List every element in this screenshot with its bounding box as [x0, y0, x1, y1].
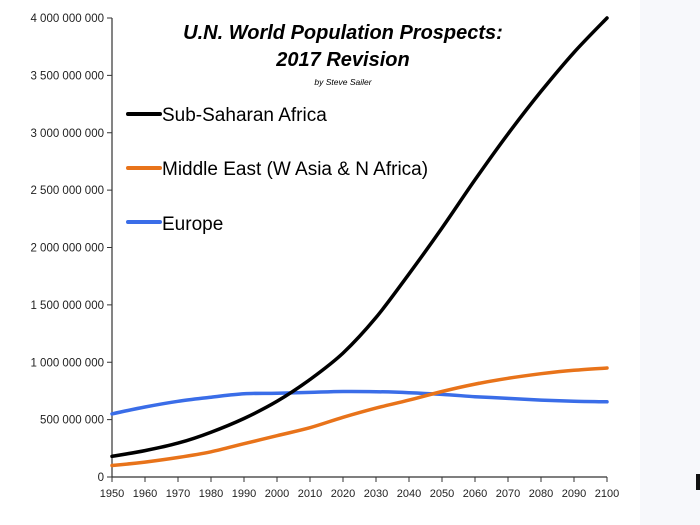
x-tick-label: 1990: [232, 488, 256, 500]
chart-title-line1: U.N. World Population Prospects:: [183, 22, 503, 44]
x-tick-label: 2030: [364, 488, 388, 500]
x-tick-label: 2040: [397, 488, 421, 500]
y-tick-label: 4 000 000 000: [30, 13, 104, 25]
x-tick-label: 1950: [100, 488, 124, 500]
chart-subtitle: by Steve Sailer: [314, 77, 372, 87]
edge-marker: [696, 474, 700, 490]
y-tick-label: 500 000 000: [40, 415, 104, 427]
y-tick-label: 0: [98, 472, 104, 484]
x-tick-label: 2100: [595, 488, 619, 500]
series-line-middle-east: [110, 366, 609, 468]
x-tick-label: 2060: [463, 488, 487, 500]
series-line-europe: [110, 389, 609, 416]
x-tick-label: 2080: [529, 488, 553, 500]
y-tick-label: 2 000 000 000: [30, 243, 104, 255]
legend-label-middle-east: Middle East (W Asia & N Africa): [162, 159, 428, 180]
x-tick-label: 2020: [331, 488, 355, 500]
x-tick-label: 2070: [496, 488, 520, 500]
legend-label-sub-saharan-africa: Sub-Saharan Africa: [162, 105, 327, 126]
x-tick-label: 1970: [166, 488, 190, 500]
y-tick-label: 3 500 000 000: [30, 70, 104, 82]
y-tick-group: 0 500 000 000 1 000 000 000 1 500 000 000 2 …: [30, 13, 112, 484]
x-tick-group: 1950 1960 1970 1980 1990 2000 2010 2020 2030 2040…: [100, 477, 619, 500]
y-tick-label: 1 000 000 000: [30, 357, 104, 369]
x-tick-label: 2050: [430, 488, 454, 500]
chart-title-line2: 2017 Revision: [275, 49, 409, 71]
x-tick-label: 2000: [265, 488, 289, 500]
y-tick-label: 2 500 000 000: [30, 185, 104, 197]
x-tick-label: 2090: [562, 488, 586, 500]
x-tick-label: 1980: [199, 488, 223, 500]
chart-canvas: [0, 0, 640, 525]
series-group: [110, 16, 609, 468]
x-tick-label: 2010: [298, 488, 322, 500]
y-tick-label: 3 000 000 000: [30, 128, 104, 140]
legend-label-europe: Europe: [162, 214, 223, 235]
x-tick-label: 1960: [133, 488, 157, 500]
legend: Sub-Saharan Africa Middle East (W Asia &…: [126, 105, 428, 235]
y-tick-label: 1 500 000 000: [30, 300, 104, 312]
series-line-sub-saharan-africa: [110, 16, 609, 459]
